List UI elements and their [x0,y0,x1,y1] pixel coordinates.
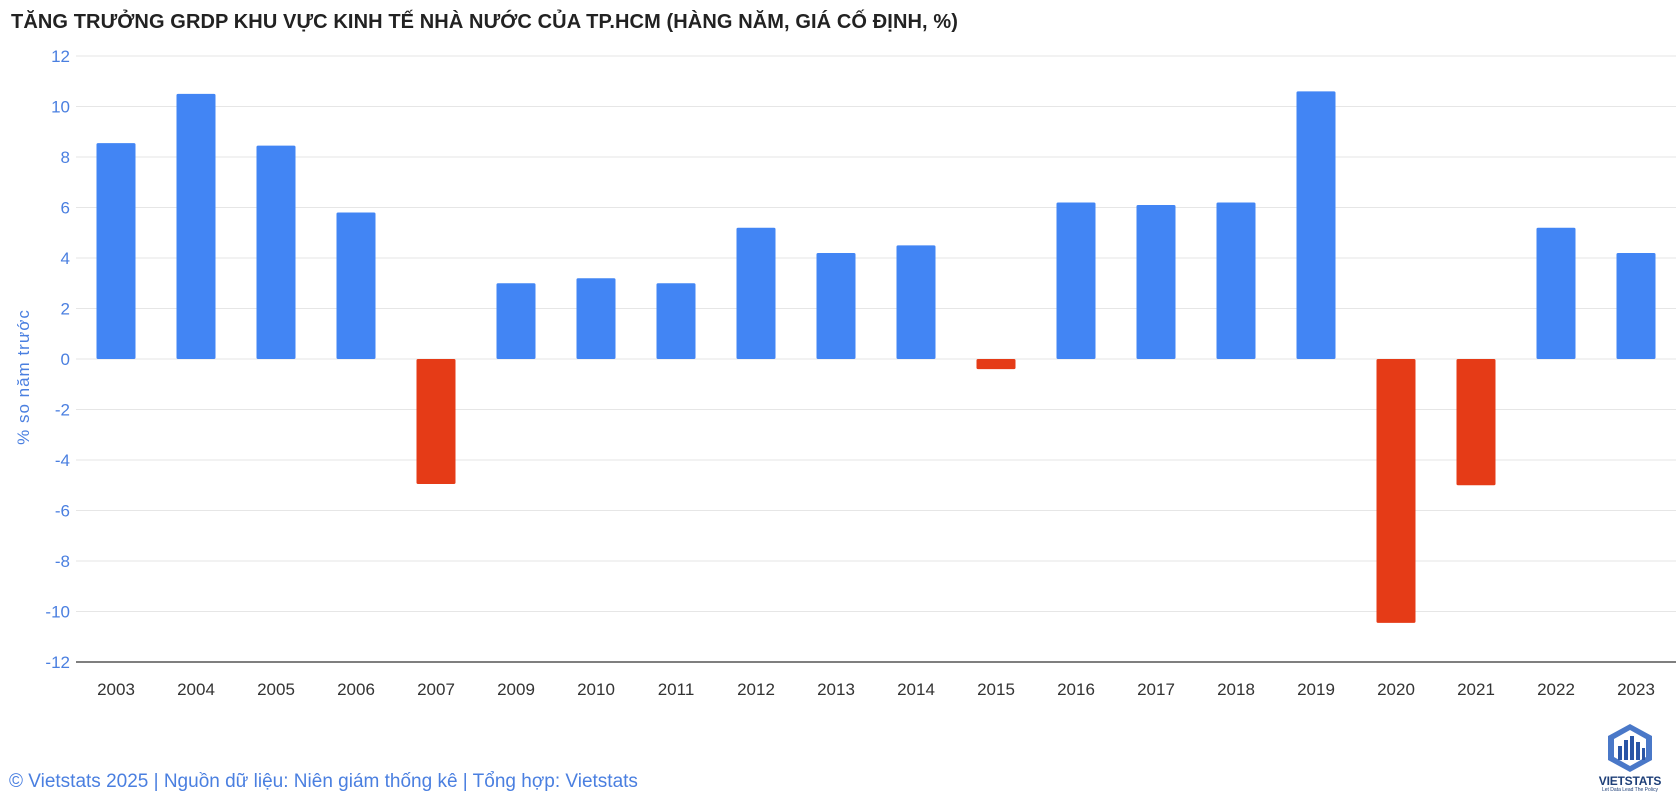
x-tick-label: 2011 [658,680,695,699]
x-tick-label: 2007 [417,680,455,699]
bars [96,91,1656,623]
vietstats-logo-icon [1608,724,1652,772]
x-tick-label: 2010 [577,680,615,699]
x-tick-label: 2005 [257,680,295,699]
y-tick-label: -10 [45,603,70,622]
x-tick-label: 2023 [1617,680,1655,699]
gridlines [76,55,1676,612]
y-tick-label: -12 [45,653,70,672]
y-tick-label: -4 [55,451,70,470]
bar-2020 [1376,359,1416,623]
x-tick-label: 2012 [737,680,775,699]
logo-text: VIETSTATS [1598,774,1662,788]
y-tick-label: -8 [55,552,70,571]
x-tick-label: 2020 [1377,680,1415,699]
logo-tagline: Let Data Lead The Policy [1601,787,1659,793]
x-tick-label: 2014 [897,680,935,699]
bar-2013 [816,252,856,359]
bar-2017 [1136,204,1176,359]
bar-2005 [256,145,296,359]
bar-2021 [1456,359,1496,486]
x-tick-label: 2003 [97,680,135,699]
x-tick-label: 2018 [1217,680,1255,699]
x-tick-label: 2013 [817,680,855,699]
bar-2018 [1216,202,1256,359]
y-tick-label: 6 [61,199,70,218]
bar-2004 [176,93,216,359]
x-tick-label: 2006 [337,680,375,699]
y-tick-label: 10 [51,98,70,117]
x-tick-label: 2021 [1457,680,1495,699]
bar-2014 [896,245,936,359]
x-tick-label: 2004 [177,680,215,699]
axes: 12 10 8 6 4 2 0 -2 -4 -6 -8 -10 -12 2003 2004 2005 2006 2… [45,47,1676,699]
x-tick-label: 2017 [1137,680,1175,699]
bar-2003 [96,143,136,359]
y-tick-label: 2 [61,300,70,319]
y-tick-label: 12 [51,47,70,66]
x-tick-label: 2019 [1297,680,1335,699]
bar-2022 [1536,227,1576,359]
bar-2011 [656,283,696,359]
bar-2023 [1616,252,1656,359]
y-tick-label: 8 [61,148,70,167]
vietstats-logo: VIETSTATS Let Data Lead The Policy [1590,722,1670,793]
bar-2006 [336,212,376,359]
bar-2009 [496,283,536,359]
bar-2015 [976,359,1016,370]
bar-2010 [576,278,616,359]
y-tick-label: 0 [61,350,70,369]
y-tick-label: 4 [61,249,70,268]
chart-title: TĂNG TRƯỞNG GRDP KHU VỰC KINH TẾ NHÀ NƯỚ… [11,11,958,33]
x-tick-label: 2022 [1537,680,1575,699]
bar-2019 [1296,91,1336,359]
x-tick-label: 2009 [497,680,535,699]
x-tick-label: 2016 [1057,680,1095,699]
footer-credit: © Vietstats 2025 | Nguồn dữ liệu: Niên g… [9,771,638,792]
x-tick-label: 2015 [977,680,1015,699]
bar-2012 [736,227,776,359]
y-tick-label: -2 [55,401,70,420]
bar-2016 [1056,202,1096,359]
bar-2007 [416,359,456,484]
y-tick-label: -6 [55,502,70,521]
